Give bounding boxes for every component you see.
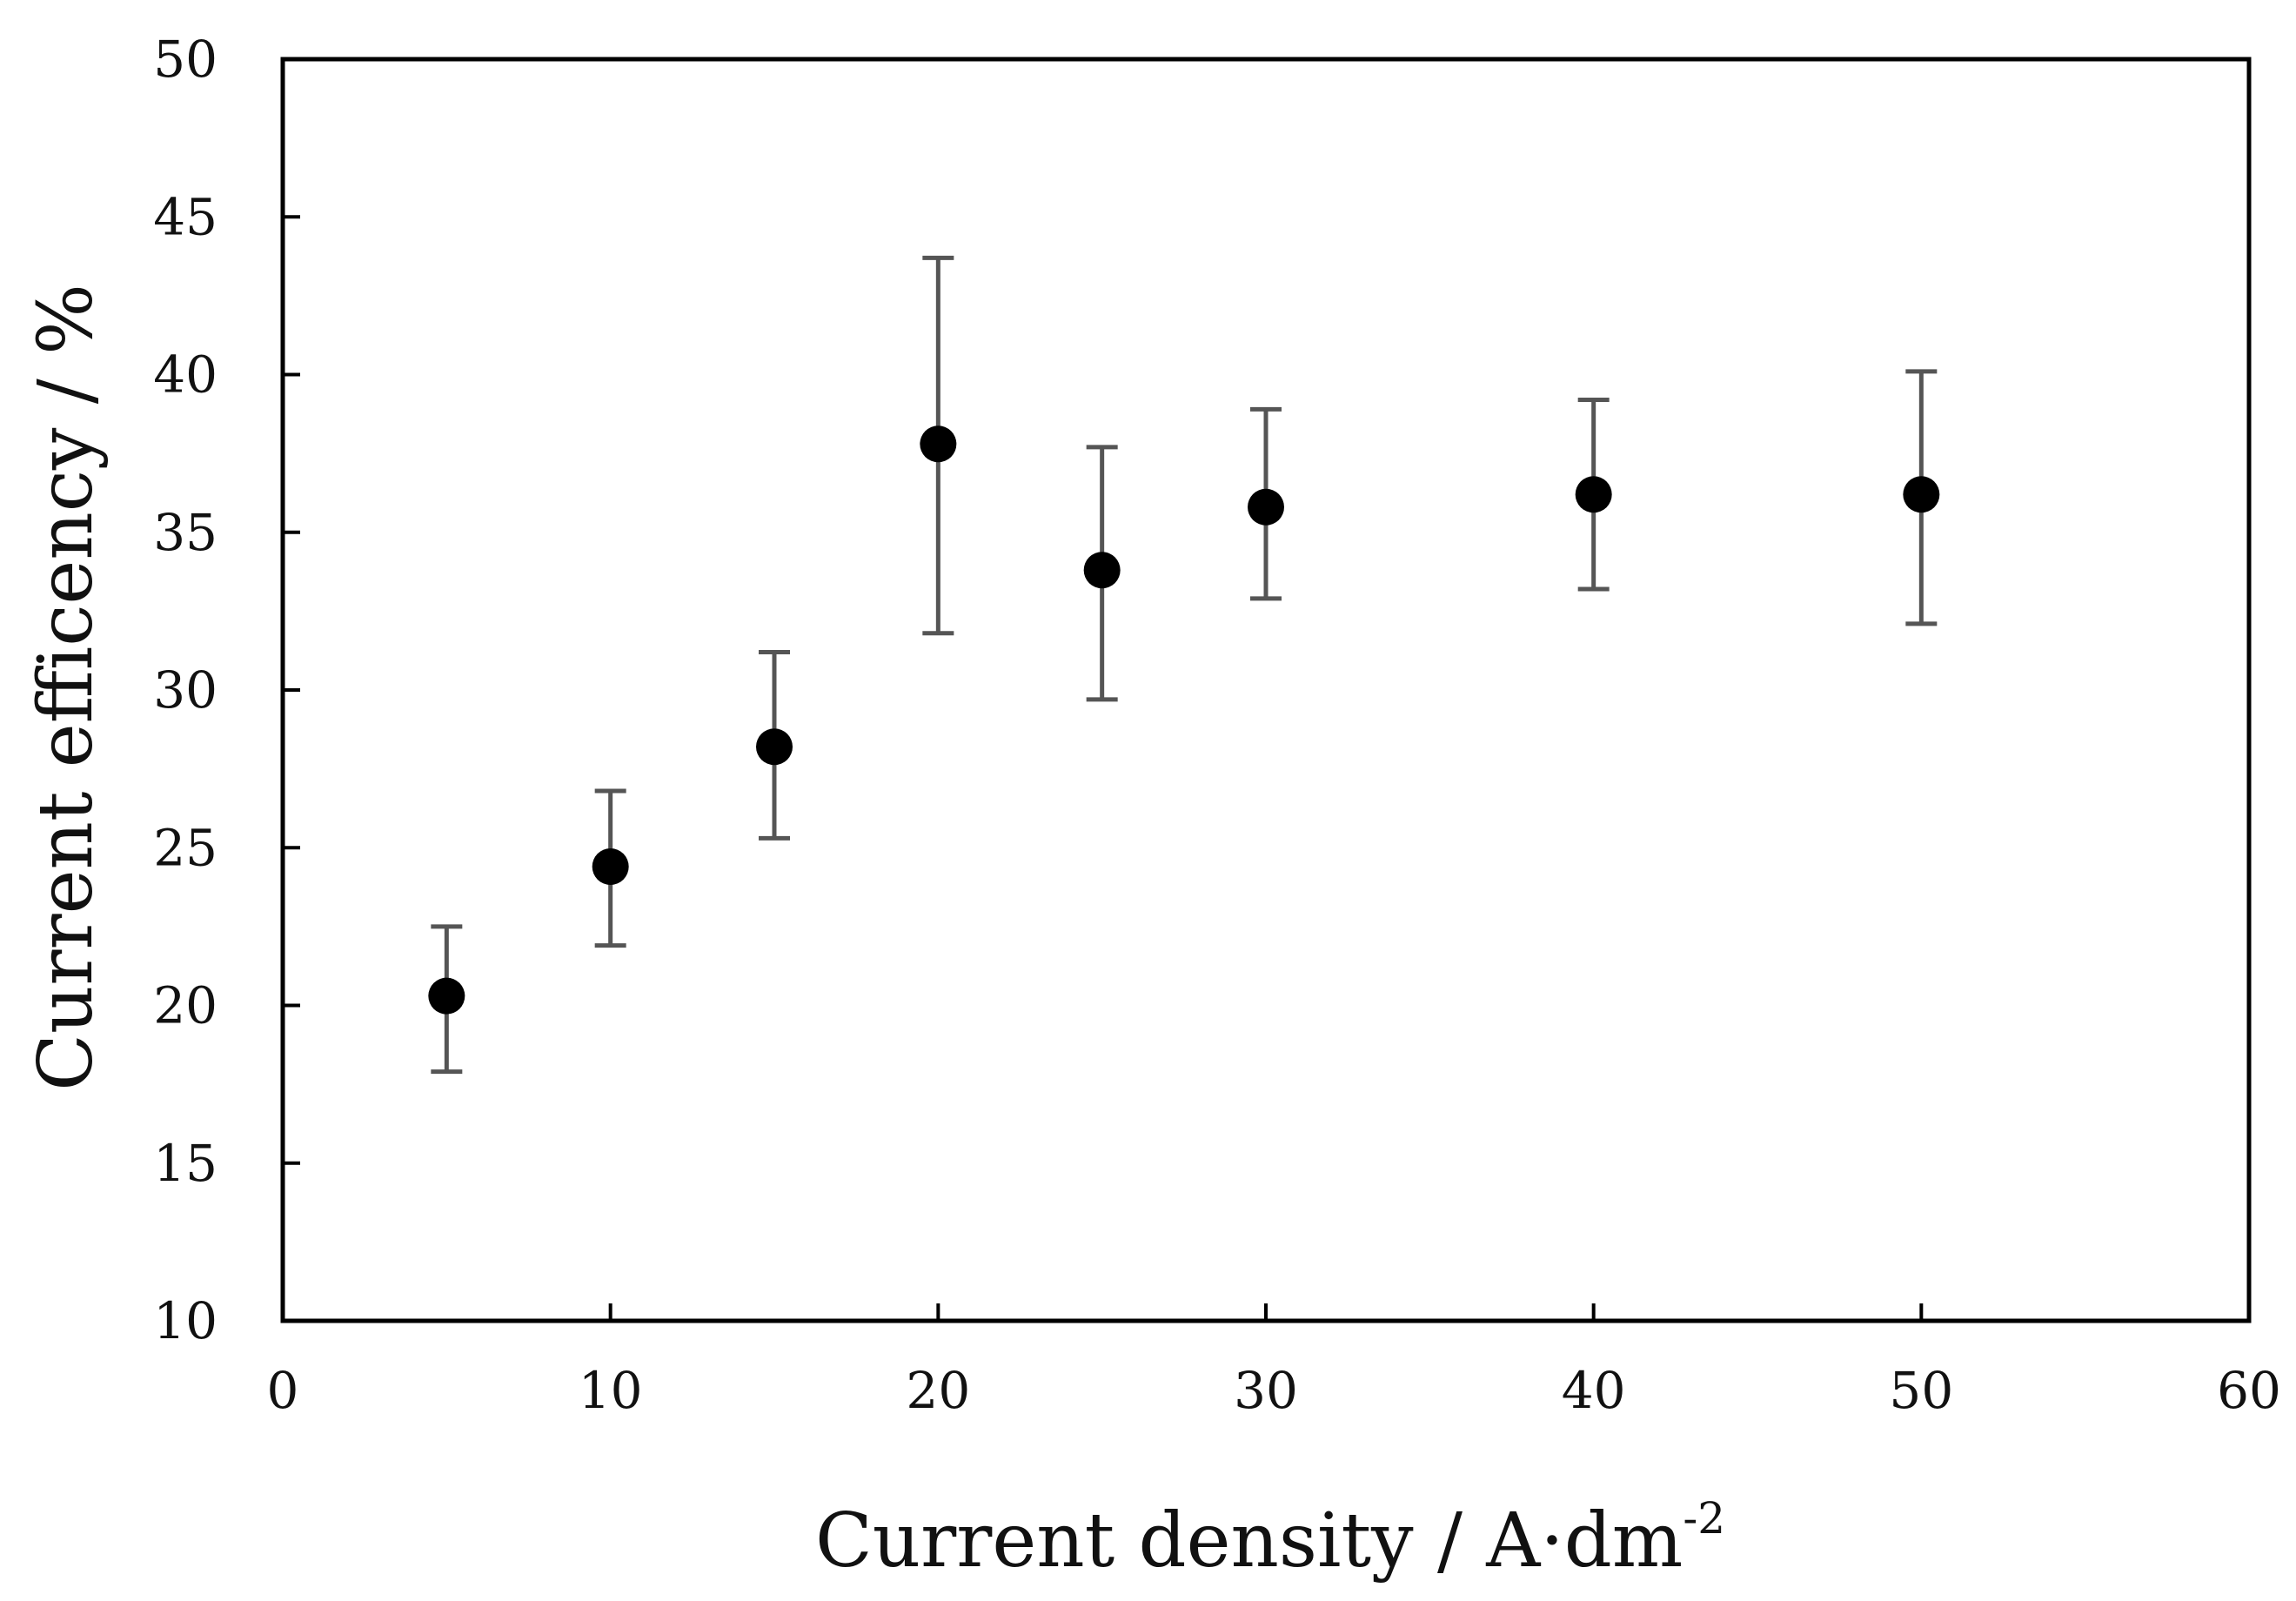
x-axis-title-superscript: -2 <box>1683 1493 1725 1544</box>
plot-frame <box>280 57 2252 1323</box>
data-point <box>1903 476 1940 513</box>
x-tick-label: 50 <box>1889 1361 1953 1420</box>
data-point <box>592 848 629 885</box>
y-axis: 10 15 20 25 30 35 40 45 50 <box>153 30 300 1350</box>
y-tick-label: 30 <box>153 660 218 720</box>
x-tick-label: 30 <box>1234 1361 1298 1420</box>
y-tick-label: 40 <box>153 345 218 405</box>
y-tick-label: 20 <box>153 976 218 1035</box>
data-points <box>428 425 1940 1015</box>
data-point <box>1248 488 1284 526</box>
y-axis-title: Current efficency / % <box>23 284 110 1091</box>
x-axis-title: Current density / A·dm-2 <box>815 1493 1725 1584</box>
data-point <box>1083 552 1121 589</box>
x-tick-label: 10 <box>579 1361 643 1420</box>
y-tick-label: 10 <box>153 1291 218 1350</box>
y-tick-label: 50 <box>153 30 218 89</box>
error-bars <box>431 255 1938 1075</box>
data-point <box>1575 476 1612 513</box>
data-point <box>756 728 793 766</box>
y-tick-label: 25 <box>153 818 218 877</box>
plot-area <box>280 57 2252 1323</box>
y-tick-label: 15 <box>153 1134 218 1193</box>
y-tick-label: 45 <box>153 187 218 246</box>
x-axis: 0 10 20 30 40 50 60 <box>267 1303 2281 1420</box>
x-tick-label: 40 <box>1562 1361 1626 1420</box>
x-tick-label: 0 <box>267 1361 299 1420</box>
data-point <box>920 425 957 463</box>
x-tick-label: 60 <box>2217 1361 2281 1420</box>
data-point <box>428 977 465 1015</box>
x-tick-label: 20 <box>906 1361 970 1420</box>
y-tick-label: 35 <box>153 503 218 562</box>
x-axis-title-main: Current density / A·dm <box>815 1497 1683 1584</box>
